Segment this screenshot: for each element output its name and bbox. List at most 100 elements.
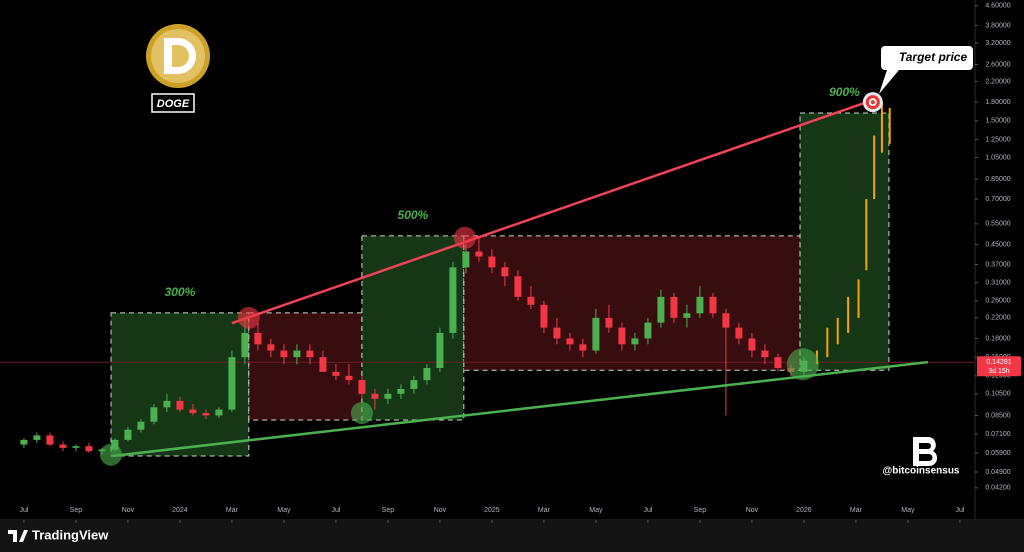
candle-body <box>423 367 431 381</box>
y-tick-label: 0.10500 <box>985 391 1010 398</box>
footer-brand: TradingView <box>32 527 109 542</box>
price-tag-value: 0.14281 <box>986 359 1011 366</box>
candle-body <box>410 380 418 390</box>
x-tick-label: Sep <box>694 507 707 514</box>
x-tick-label: May <box>589 507 603 514</box>
candle-body <box>215 409 223 416</box>
candle-body <box>280 350 288 358</box>
y-tick-label: 1.80000 <box>985 99 1010 106</box>
candle-body <box>306 350 314 358</box>
y-tick-label: 0.12500 <box>985 373 1010 380</box>
y-tick-label: 0.05900 <box>985 450 1010 457</box>
y-tick-label: 0.08500 <box>985 412 1010 419</box>
candle-body <box>150 407 158 422</box>
x-tick-label: May <box>901 507 915 514</box>
candle-body <box>631 338 639 345</box>
x-tick-label: Jul <box>331 507 340 514</box>
candle-body <box>566 338 574 345</box>
candle-body <box>72 446 80 448</box>
y-tick-label: 0.70000 <box>985 196 1010 203</box>
y-tick-label: 0.07100 <box>985 431 1010 438</box>
x-tick-label: Nov <box>746 507 759 514</box>
coin-face <box>151 29 205 83</box>
candle-body <box>189 409 197 414</box>
zone <box>799 112 890 371</box>
zone <box>248 312 363 421</box>
target-label: Target price <box>899 50 968 64</box>
candle-body <box>59 444 67 448</box>
candle-body <box>657 296 665 323</box>
candle-body <box>163 400 171 408</box>
price-tag <box>977 356 1021 377</box>
coin-letter <box>164 38 196 74</box>
candle-body <box>124 429 132 440</box>
candle-body <box>774 357 782 368</box>
target-marker <box>870 100 875 105</box>
marker <box>100 443 123 466</box>
watermark: @bitcoinsensus <box>883 466 960 477</box>
x-tick-label: Mar <box>850 507 863 514</box>
candle-body <box>605 317 613 328</box>
candle-body <box>553 327 561 339</box>
x-tick-label: 2024 <box>172 507 188 514</box>
x-tick-label: Mar <box>226 507 239 514</box>
y-tick-label: 0.04900 <box>985 469 1010 476</box>
candle-body <box>592 317 600 351</box>
marker <box>786 348 819 381</box>
x-tick-label: 2026 <box>796 507 812 514</box>
zone-label: 900% <box>829 85 860 99</box>
x-tick-label: Nov <box>434 507 447 514</box>
footer-icon <box>8 530 28 542</box>
target-callout: Target price <box>879 46 973 94</box>
candle-body <box>670 296 678 318</box>
brand-logo: @bitcoinsensus <box>883 437 960 477</box>
candle-body <box>228 357 236 410</box>
x-tick-label: Sep <box>382 507 395 514</box>
y-tick-label: 0.26000 <box>985 298 1010 305</box>
candle-body <box>176 400 184 410</box>
candle-body <box>20 439 28 445</box>
x-tick-label: Mar <box>538 507 551 514</box>
candle-body <box>475 251 483 257</box>
candle-body <box>293 350 301 358</box>
y-tick-label: 0.04200 <box>985 485 1010 492</box>
candle-body <box>579 344 587 351</box>
candle-body <box>501 267 509 277</box>
candle-body <box>462 251 470 268</box>
candle-body <box>332 371 340 376</box>
y-tick-label: 0.45000 <box>985 241 1010 248</box>
zone-label: 500% <box>398 208 429 222</box>
marker <box>453 226 476 249</box>
x-tick-label: Sep <box>70 507 83 514</box>
y-tick-label: 0.31000 <box>985 280 1010 287</box>
candle-body <box>46 435 54 445</box>
zone-label: 300% <box>165 285 196 299</box>
y-tick-label: 3.80000 <box>985 22 1010 29</box>
candle-body <box>761 350 769 358</box>
marker <box>237 306 260 329</box>
y-tick-label: 0.55000 <box>985 221 1010 228</box>
candle-body <box>345 375 353 381</box>
candle-body <box>514 276 522 297</box>
candle-body <box>722 313 730 328</box>
candle-body <box>137 421 145 430</box>
badge: DOGE <box>157 98 190 110</box>
x-tick-label: Jul <box>19 507 28 514</box>
x-tick-label: 2025 <box>484 507 500 514</box>
candle-body <box>527 296 535 305</box>
candle-body <box>748 338 756 351</box>
candle-body <box>735 327 743 339</box>
y-tick-label: 0.18000 <box>985 335 1010 342</box>
x-tick-label: Jul <box>643 507 652 514</box>
candle-body <box>397 389 405 394</box>
price-tag-countdown: 3d 15h <box>988 368 1010 375</box>
doge-logo: DOGE <box>146 24 210 113</box>
x-tick-label: Jul <box>955 507 964 514</box>
candle-body <box>683 313 691 318</box>
candle-body <box>85 446 93 452</box>
candle-body <box>384 393 392 399</box>
y-tick-label: 4.60000 <box>985 3 1010 10</box>
footer-bar <box>0 521 1024 552</box>
